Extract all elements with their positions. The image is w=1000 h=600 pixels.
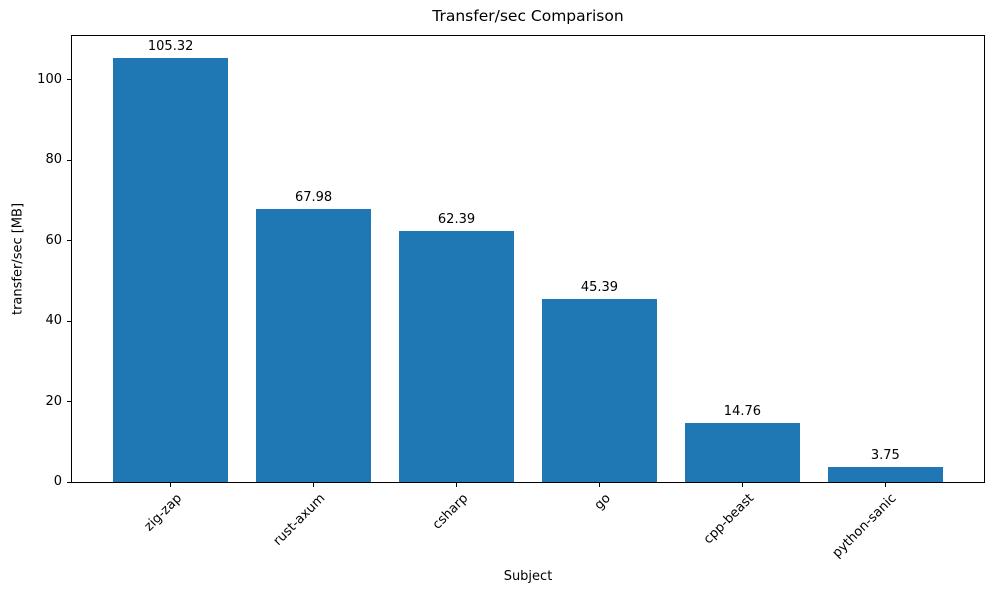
y-tick-label: 60 [45, 232, 62, 248]
bar-value-label: 45.39 [580, 280, 619, 296]
bar-value-label: 62.39 [437, 212, 476, 228]
x-tick-mark [598, 483, 600, 487]
bar-value-label: 3.75 [870, 447, 900, 463]
bar-value-label: 14.76 [723, 403, 762, 419]
x-tick-label: zig-zap [141, 491, 186, 535]
bar-value-label: 67.98 [294, 189, 333, 205]
x-tick-label: rust-axum [270, 491, 329, 549]
x-tick-mark [170, 483, 172, 487]
x-axis-label: Subject [503, 569, 553, 584]
bar-value-label: 105.32 [147, 39, 194, 55]
y-tick-label: 100 [37, 71, 62, 87]
bar [828, 466, 943, 482]
y-tick-label: 40 [45, 313, 62, 329]
bar [542, 299, 657, 482]
x-tick-mark [456, 483, 458, 487]
y-tick-mark [67, 79, 71, 81]
x-tick-label: cpp-beast [700, 491, 758, 548]
bar [399, 231, 514, 482]
x-tick-label: csharp [429, 491, 472, 533]
y-tick-mark [67, 401, 71, 403]
x-tick-label: python-sanic [830, 491, 900, 561]
x-tick-label: go [592, 491, 615, 514]
bar [685, 422, 800, 482]
x-tick-mark [884, 483, 886, 487]
plot-area: 105.32 zig-zap 67.98 rust-axum 62.39 csharp 45… [67, 35, 985, 561]
y-tick-label: 0 [53, 474, 62, 489]
y-axis-label: transfer/sec [MB] [10, 202, 26, 316]
y-tick-mark [67, 320, 71, 322]
x-tick-mark [741, 483, 743, 487]
bar [113, 58, 228, 482]
y-tick-mark [67, 240, 71, 242]
bar [256, 208, 371, 482]
x-tick-mark [313, 483, 315, 487]
y-tick-label: 20 [45, 393, 62, 409]
y-tick-mark [67, 481, 71, 483]
y-tick-mark [67, 159, 71, 161]
chart-title: Transfer/sec Comparison [432, 7, 624, 25]
y-tick-label: 80 [45, 152, 62, 168]
